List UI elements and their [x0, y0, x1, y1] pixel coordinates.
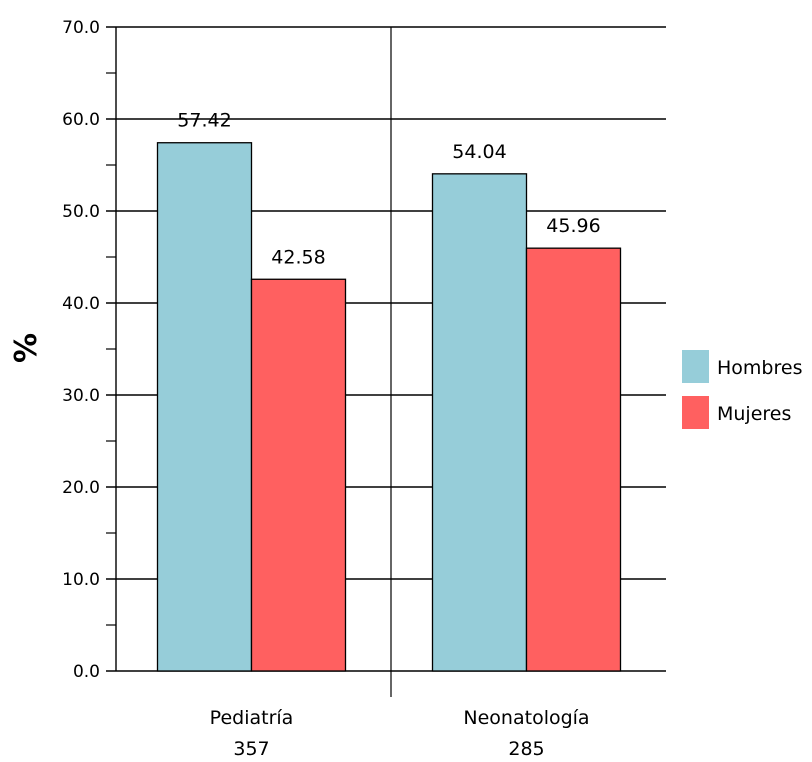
y-tick-label: 0.0	[73, 662, 100, 682]
bar-mujeres-1	[252, 279, 346, 671]
x-category-count: 285	[508, 738, 544, 760]
legend-swatch-hombres	[682, 350, 709, 383]
data-label: 45.96	[546, 215, 600, 237]
x-category-count: 357	[233, 738, 269, 760]
x-category-label: Neonatología	[463, 707, 589, 729]
y-tick-label: 30.0	[62, 386, 100, 406]
y-axis-title: %	[9, 333, 44, 363]
bar-mujeres-2	[527, 248, 621, 671]
legend-swatch-mujeres	[682, 396, 709, 429]
y-tick-label: 40.0	[62, 294, 100, 314]
y-tick-label: 50.0	[62, 202, 100, 222]
data-label: 57.42	[177, 110, 231, 132]
y-tick-label: 20.0	[62, 478, 100, 498]
bar-hombres-2	[433, 174, 527, 671]
legend-label-mujeres: Mujeres	[717, 403, 791, 425]
y-tick-label: 60.0	[62, 110, 100, 130]
bar-hombres-1	[158, 143, 252, 671]
legend-label-hombres: Hombres	[717, 357, 802, 379]
data-label: 54.04	[452, 141, 506, 163]
x-category-label: Pediatría	[210, 707, 294, 729]
y-tick-label: 70.0	[62, 18, 100, 38]
data-label: 42.58	[271, 246, 325, 268]
y-tick-label: 10.0	[62, 570, 100, 590]
legend: Hombres Mujeres	[682, 350, 802, 429]
